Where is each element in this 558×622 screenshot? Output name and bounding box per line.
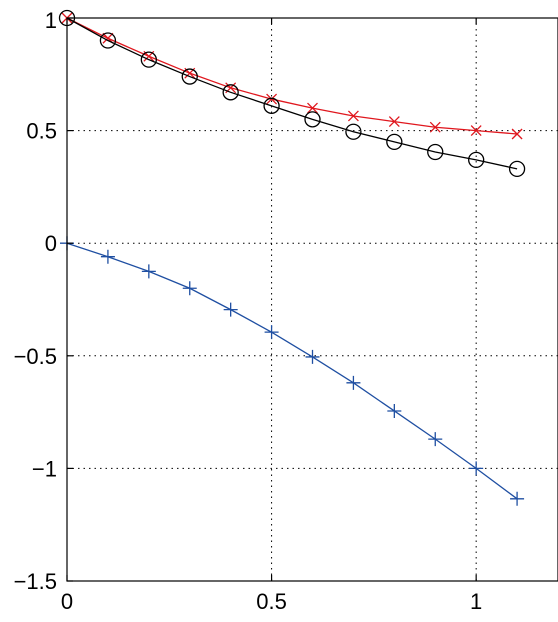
data-point-plus xyxy=(469,461,484,476)
grid-lines xyxy=(67,18,558,581)
series-group xyxy=(58,9,526,506)
data-point-circle xyxy=(181,68,198,85)
data-point-circle xyxy=(468,151,485,169)
data-point-plus xyxy=(346,375,361,390)
data-point-circle xyxy=(386,133,403,151)
data-point-cross xyxy=(429,121,441,133)
series-line xyxy=(66,17,518,170)
y-tick-label: 1 xyxy=(45,8,57,33)
y-tick-label: −1 xyxy=(32,456,57,481)
data-point-circle xyxy=(304,111,321,128)
data-point-cross xyxy=(347,110,359,122)
data-point-plus xyxy=(141,264,156,279)
data-point-cross xyxy=(470,125,482,137)
y-tick-label: 0.5 xyxy=(26,119,57,144)
data-point-cross xyxy=(388,116,400,128)
y-tick-label: −0.5 xyxy=(14,344,57,369)
series-2 xyxy=(60,236,525,506)
plot-frame xyxy=(66,17,558,582)
series-line xyxy=(66,242,518,500)
data-point-circle xyxy=(99,32,117,49)
series-1 xyxy=(58,9,526,178)
data-point-circle xyxy=(263,97,280,114)
data-point-plus xyxy=(305,349,320,364)
data-point-cross xyxy=(266,93,278,105)
data-point-circle xyxy=(345,123,362,140)
axis-ticks xyxy=(66,17,477,582)
data-point-plus xyxy=(510,491,525,506)
x-tick-label: 0 xyxy=(61,589,73,614)
data-point-plus xyxy=(264,325,279,340)
data-point-plus xyxy=(428,432,443,447)
data-point-plus xyxy=(100,249,115,264)
data-point-cross xyxy=(307,102,318,114)
data-point-cross xyxy=(511,128,523,140)
data-point-circle xyxy=(508,160,526,178)
data-point-circle xyxy=(222,84,239,101)
data-point-circle xyxy=(140,51,157,68)
data-point-plus xyxy=(387,403,402,418)
series-line xyxy=(66,17,518,135)
x-tick-label: 1 xyxy=(470,589,482,614)
data-point-circle xyxy=(427,143,444,161)
x-tick-label: 0.5 xyxy=(256,589,287,614)
data-point-plus xyxy=(223,302,238,317)
y-tick-label: 0 xyxy=(45,231,57,256)
data-point-plus xyxy=(182,281,197,296)
series-0 xyxy=(61,12,523,140)
y-tick-label: −1.5 xyxy=(14,569,57,594)
tick-labels: 0 0.5 1 1 0.5 0 −0.5 −1 −1.5 xyxy=(14,8,483,614)
